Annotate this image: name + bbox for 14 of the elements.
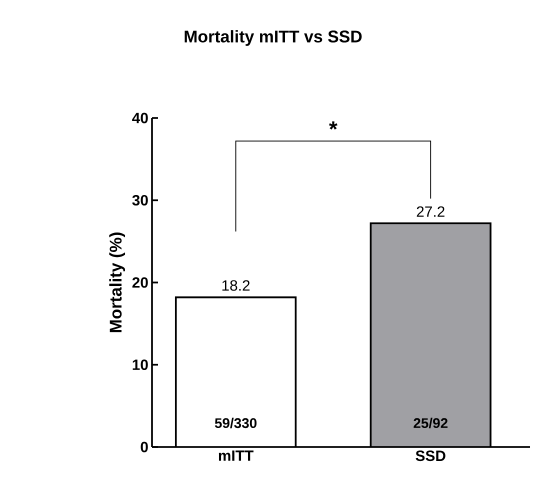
data-label: 18.2 bbox=[222, 280, 250, 291]
y-axis-title: Mortality (%) bbox=[109, 232, 126, 332]
y-tick-label: 0 bbox=[140, 442, 148, 452]
chart-title: Mortality mITT vs SSD bbox=[184, 30, 362, 46]
y-tick-label: 30 bbox=[132, 194, 148, 206]
annotation: * bbox=[329, 121, 338, 130]
y-tick-label: 40 bbox=[132, 112, 148, 124]
x-tick-label: mITT bbox=[218, 450, 254, 461]
x-tick-label: SSD bbox=[416, 450, 446, 462]
y-tick-label: 10 bbox=[132, 359, 148, 370]
annotation: 59/330 bbox=[214, 418, 257, 428]
annotation: 25/92 bbox=[414, 418, 448, 428]
y-tick-label: 20 bbox=[132, 277, 148, 288]
data-label: 27.2 bbox=[416, 206, 444, 217]
